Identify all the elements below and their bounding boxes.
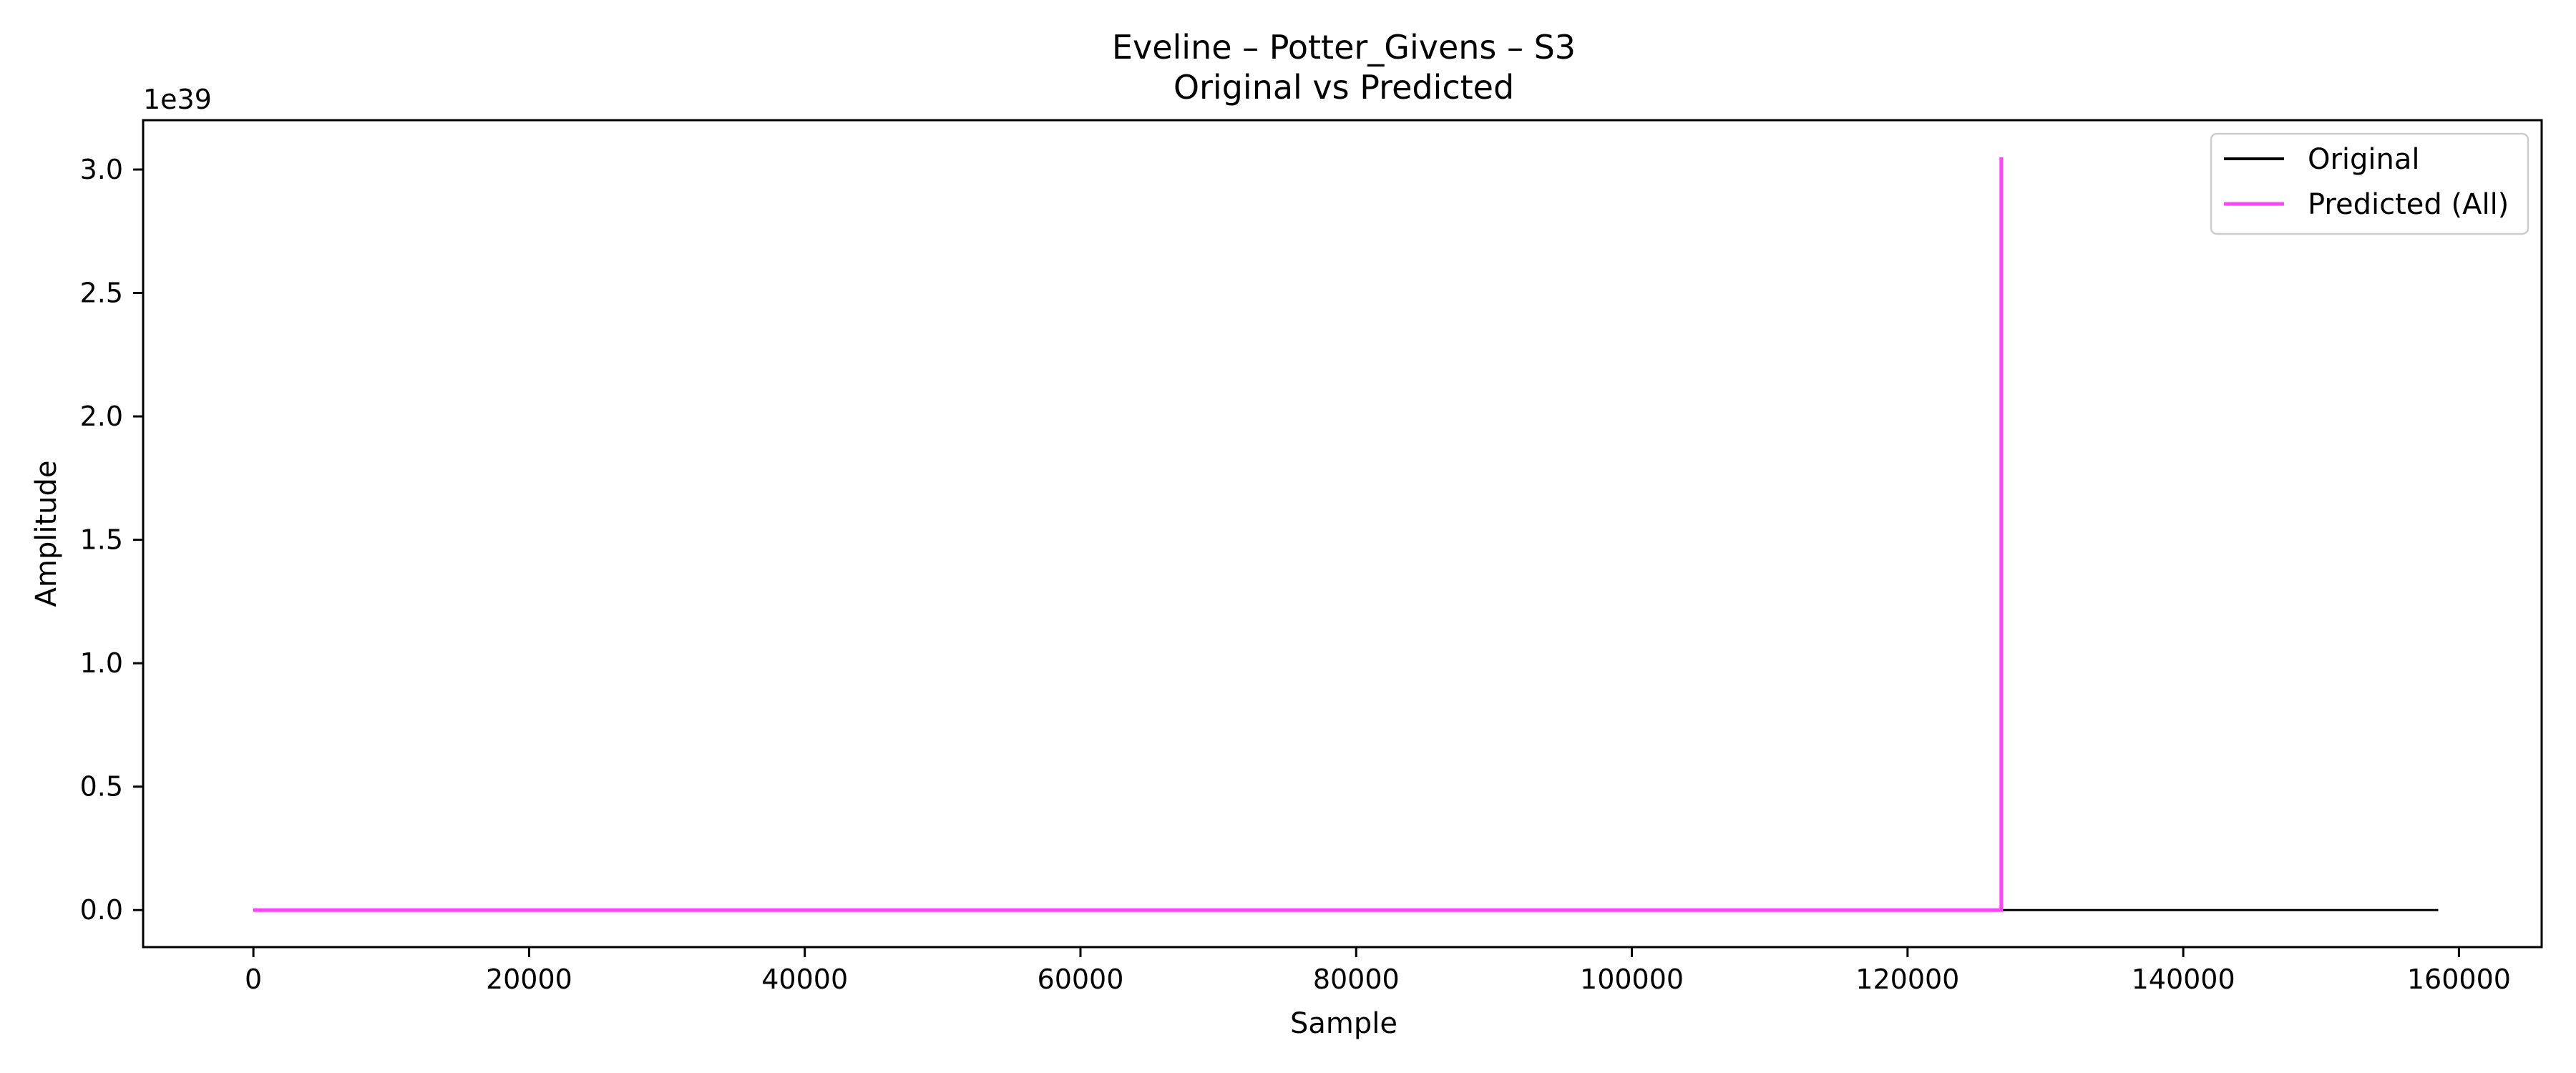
x-tick-label: 20000: [486, 964, 572, 995]
plot-background: [143, 120, 2542, 947]
series-group: [253, 157, 2439, 912]
x-tick-label: 140000: [2132, 964, 2235, 995]
y-tick-label: 0.5: [80, 771, 123, 803]
legend-frame: [2210, 132, 2529, 235]
x-tick-label: 40000: [761, 964, 848, 995]
x-tick-label: 80000: [1313, 964, 1400, 995]
legend-label-original: Original: [2308, 143, 2420, 176]
y-axis: 0.0 0.5 1.0 1.5 2.0 2.5 3.0: [80, 154, 143, 926]
y-tick-label: 2.5: [80, 278, 123, 309]
legend: Original Predicted (All): [2210, 132, 2529, 235]
y-tick-label: 0.0: [80, 894, 123, 926]
x-tick-label: 100000: [1580, 964, 1684, 995]
x-tick-label: 120000: [1855, 964, 1959, 995]
y-tick-label: 1.0: [80, 647, 123, 679]
y-tick-label: 3.0: [80, 154, 123, 185]
x-axis: 0 20000 40000 60000 80000 100000 120000 140000 1…: [245, 947, 2511, 995]
plot-frame: [142, 119, 2543, 949]
y-axis-label: Amplitude: [30, 461, 63, 607]
chart-title: Eveline – Potter_Givens – S3: [1112, 28, 1576, 67]
x-tick-label: 0: [245, 964, 262, 995]
y-offset-label: 1e39: [143, 84, 212, 115]
x-tick-label: 60000: [1038, 964, 1124, 995]
legend-label-predicted: Predicted (All): [2308, 188, 2509, 221]
x-axis-label: Sample: [1290, 1007, 1397, 1040]
plot-area: [143, 120, 2542, 947]
chart-subtitle: Original vs Predicted: [1174, 68, 1514, 107]
y-tick-label: 2.0: [80, 401, 123, 432]
y-tick-label: 1.5: [80, 524, 123, 556]
x-tick-label: 160000: [2407, 964, 2511, 995]
series-line-predicted-all: [253, 157, 2004, 912]
